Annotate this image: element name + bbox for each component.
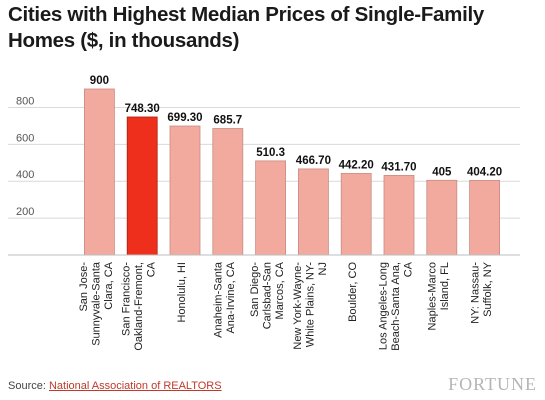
data-label: 442.20	[339, 159, 374, 171]
x-tick-label: Boulder, CO	[347, 262, 359, 322]
x-tick-label-line: White Plains, NY-	[304, 262, 316, 348]
x-tick-label-line: CA	[403, 261, 415, 277]
source-note: Source: National Association of REALTORS	[8, 380, 222, 392]
data-label: 510.3	[256, 147, 285, 159]
x-tick-label-line: Naples-Marco	[427, 262, 439, 330]
x-tick-label-line: Honolulu, HI	[176, 262, 188, 323]
x-tick-label-line: NY: Nassau-	[469, 262, 481, 324]
x-tick-label: NY: Nassau-Suffolk, NY	[469, 261, 494, 323]
bar	[340, 173, 372, 256]
bar	[84, 88, 115, 256]
x-tick-label-line: CA	[146, 261, 158, 277]
fortune-logo: FORTUNE	[448, 374, 537, 394]
x-tick-label-line: Ana-Irvine, CA	[225, 261, 237, 333]
x-tick-label-line: San Francisco-	[121, 262, 133, 336]
x-tick-label-line: Suffolk, NY	[482, 261, 494, 316]
bar	[255, 160, 287, 256]
x-tick-label: Naples-MarcoIsland, FL	[427, 262, 452, 330]
x-tick-label-line: Island, FL	[439, 262, 451, 310]
bar	[426, 179, 458, 256]
bar	[469, 180, 501, 256]
data-label: 748.30	[125, 103, 160, 115]
bar	[212, 128, 244, 256]
x-tick-label-line: Boulder, CO	[347, 262, 359, 322]
data-label: 405	[432, 166, 452, 178]
x-tick-label-line: Los Angeles-Long	[378, 262, 390, 350]
data-label: 466.70	[296, 155, 331, 167]
x-tick-label-line: San Diego-	[249, 262, 261, 317]
x-tick-label: Anaheim-SantaAna-Irvine, CA	[213, 261, 238, 338]
x-tick-label: New York-Wayne-White Plains, NY-NJ	[292, 262, 329, 350]
source-prefix: Source:	[8, 380, 49, 392]
source-link[interactable]: National Association of REALTORS	[48, 380, 222, 392]
data-labels: 900 748.30 699.30 685.7 510.3 466.70 442.20 431…	[90, 75, 502, 178]
data-label: 900	[90, 75, 109, 87]
bar	[126, 116, 158, 256]
bar	[383, 174, 415, 256]
y-tick-label: 400	[16, 169, 34, 181]
x-tick-label-line: New York-Wayne-	[292, 262, 304, 350]
x-tick-label-line: NJ	[317, 262, 329, 275]
y-tick-label: 800	[16, 95, 34, 107]
bars	[84, 88, 501, 256]
data-label: 685.7	[213, 115, 242, 127]
data-label: 404.20	[467, 166, 502, 178]
x-tick-label: San Francisco-Oakland-Fremont,CA	[121, 261, 158, 350]
y-axis-ticks: 200 400 600 800	[16, 95, 34, 218]
x-tick-label-line: Marcos, CA	[274, 261, 286, 319]
x-tick-label: Los Angeles-LongBeach-Santa Ana,CA	[378, 261, 415, 350]
data-label: 699.30	[167, 112, 202, 124]
x-axis-labels: San Jose-Sunnyvale-SantaClara, CA San Fra…	[78, 261, 494, 351]
x-tick-label-line: Anaheim-Santa	[213, 261, 225, 338]
y-tick-label: 600	[16, 132, 34, 144]
y-tick-label: 200	[16, 206, 34, 218]
bar	[169, 125, 201, 256]
x-tick-label-line: Clara, CA	[103, 261, 115, 309]
x-tick-label-line: Sunnyvale-Santa	[90, 261, 102, 346]
x-tick-label-line: Carlsbad-San	[262, 262, 274, 329]
x-tick-label: San Diego-Carlsbad-SanMarcos, CA	[249, 261, 286, 329]
bar	[297, 168, 329, 256]
x-tick-label: Honolulu, HI	[176, 262, 188, 323]
x-tick-label-line: San Jose-	[78, 262, 90, 312]
x-tick-label-line: Beach-Santa Ana,	[390, 262, 402, 351]
data-label: 431.70	[381, 161, 416, 173]
x-tick-label: San Jose-Sunnyvale-SantaClara, CA	[78, 261, 115, 346]
chart-title: Cities with Highest Median Prices of Sin…	[8, 3, 484, 52]
x-tick-label-line: Oakland-Fremont,	[133, 262, 145, 351]
